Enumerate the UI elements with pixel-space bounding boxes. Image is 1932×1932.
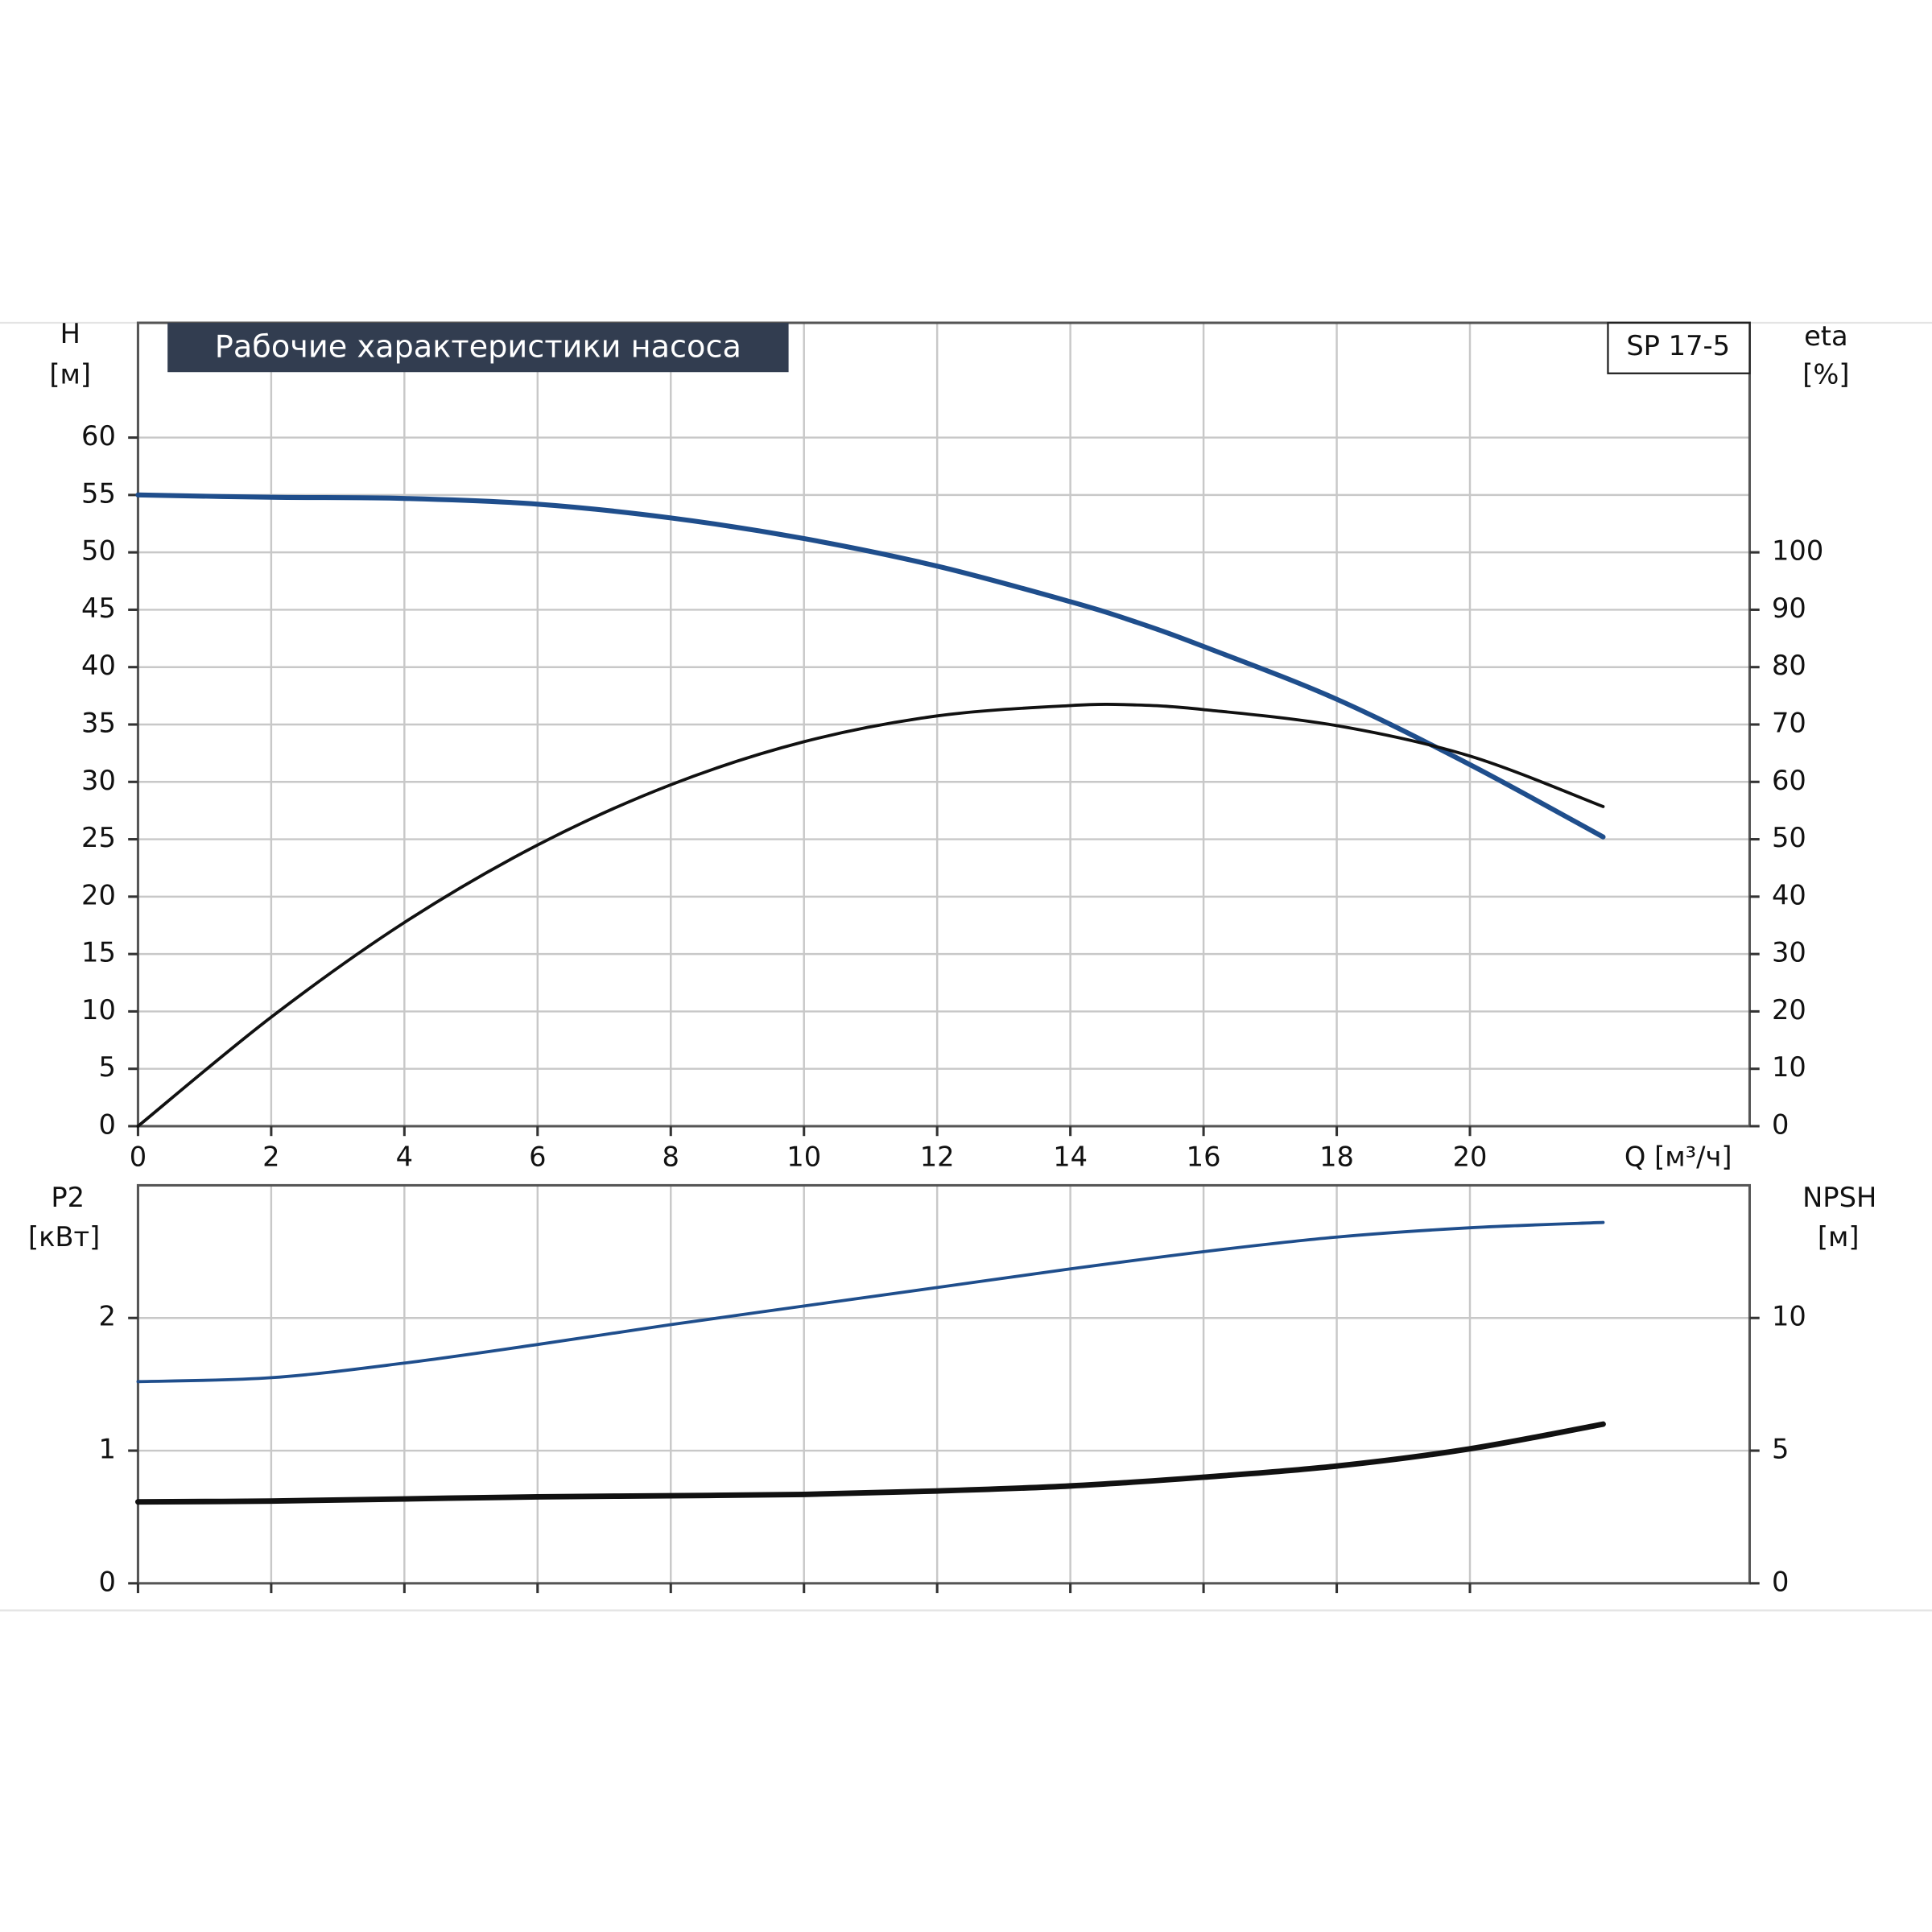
y-tick-label: 0 bbox=[98, 1566, 115, 1597]
y2-axis-label: NPSH bbox=[1802, 1182, 1876, 1213]
x-tick-label: 0 bbox=[130, 1141, 147, 1172]
x-tick-label: 2 bbox=[262, 1141, 279, 1172]
y2-tick-label: 20 bbox=[1772, 994, 1806, 1026]
y2-tick-label: 0 bbox=[1772, 1566, 1789, 1597]
y-tick-label: 10 bbox=[81, 994, 116, 1026]
y2-axis-unit: [м] bbox=[1818, 1221, 1860, 1253]
y-tick-label: 5 bbox=[98, 1051, 115, 1083]
y-tick-label: 50 bbox=[81, 535, 116, 567]
x-tick-label: 12 bbox=[920, 1141, 955, 1172]
y2-tick-label: 100 bbox=[1772, 535, 1823, 567]
x-tick-label: 4 bbox=[396, 1141, 413, 1172]
model-box bbox=[1607, 321, 1751, 374]
x-tick-label: 6 bbox=[529, 1141, 546, 1172]
y2-tick-label: 0 bbox=[1772, 1108, 1789, 1140]
x-tick-label: 18 bbox=[1319, 1141, 1354, 1172]
y2-tick-label: 40 bbox=[1772, 879, 1806, 910]
x-tick-label: 14 bbox=[1053, 1141, 1088, 1172]
y2-tick-label: 50 bbox=[1772, 822, 1806, 853]
y-tick-label: 40 bbox=[81, 650, 116, 681]
y2-tick-label: 10 bbox=[1772, 1051, 1806, 1083]
x-axis-label: Q [м³/ч] bbox=[1624, 1141, 1732, 1172]
y2-tick-label: 10 bbox=[1772, 1301, 1806, 1332]
model-label: SP 17-5 bbox=[1626, 330, 1730, 361]
y2-tick-label: 80 bbox=[1772, 650, 1806, 681]
plot-frame bbox=[136, 1183, 1751, 1585]
x-tick-label: 10 bbox=[786, 1141, 821, 1172]
y-tick-label: 55 bbox=[81, 477, 116, 509]
y2-tick-label: 90 bbox=[1772, 592, 1806, 624]
y2-tick-label: 60 bbox=[1772, 765, 1806, 796]
y-axis-label: P2 bbox=[51, 1182, 85, 1213]
x-tick-label: 8 bbox=[663, 1141, 679, 1172]
x-tick-label: 20 bbox=[1453, 1141, 1488, 1172]
y2-axis-unit: [%] bbox=[1802, 358, 1849, 390]
y-tick-label: 60 bbox=[81, 420, 116, 452]
y-tick-label: 25 bbox=[81, 822, 116, 853]
y-tick-label: 45 bbox=[81, 592, 116, 624]
y2-tick-label: 5 bbox=[1772, 1434, 1789, 1465]
y-tick-label: 30 bbox=[81, 765, 116, 796]
curve bbox=[135, 492, 1606, 840]
chart-title: Рабочие характеристики насоса bbox=[215, 329, 741, 365]
y-tick-label: 2 bbox=[98, 1301, 115, 1332]
curve bbox=[136, 1220, 1605, 1384]
y-axis-label: H bbox=[60, 318, 80, 349]
y-axis-unit: [м] bbox=[49, 358, 91, 390]
y-tick-label: 20 bbox=[81, 879, 116, 910]
y-tick-label: 35 bbox=[81, 708, 116, 739]
curve bbox=[136, 703, 1605, 1128]
curve bbox=[134, 1421, 1606, 1505]
y2-tick-label: 30 bbox=[1772, 937, 1806, 968]
y2-tick-label: 70 bbox=[1772, 708, 1806, 739]
y-tick-label: 1 bbox=[98, 1434, 115, 1465]
y-tick-label: 15 bbox=[81, 937, 116, 968]
y2-axis-label: eta bbox=[1804, 320, 1848, 352]
title-box bbox=[167, 323, 789, 373]
y-tick-label: 0 bbox=[98, 1108, 115, 1140]
y-axis-unit: [кВт] bbox=[28, 1221, 100, 1253]
x-tick-label: 16 bbox=[1187, 1141, 1221, 1172]
